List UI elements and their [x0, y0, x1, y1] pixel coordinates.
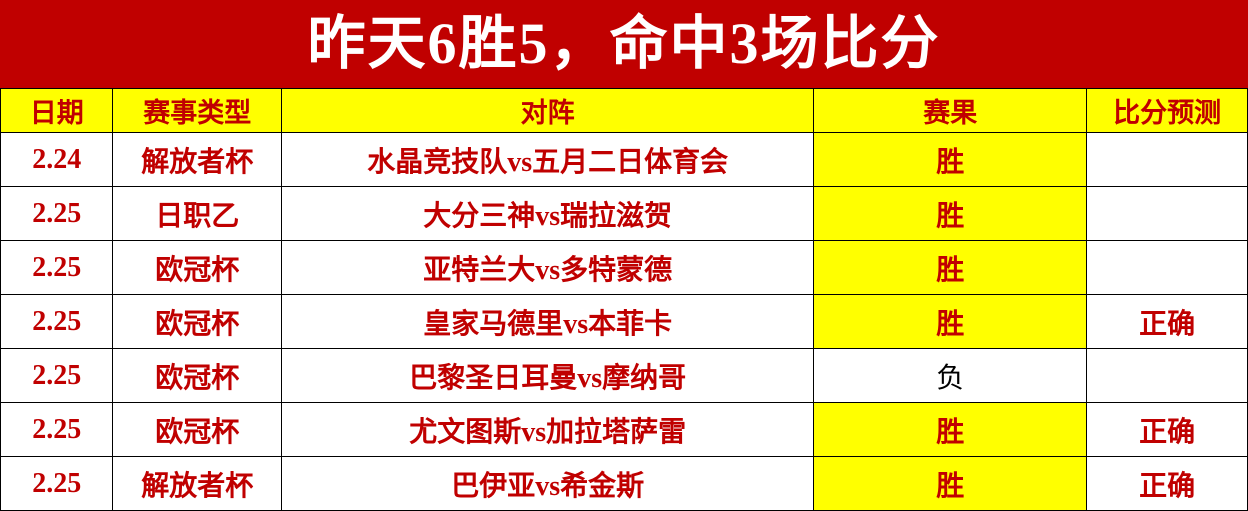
cell-result: 胜	[813, 402, 1088, 457]
cell-result: 胜	[813, 132, 1088, 187]
cell-prediction: 正确	[1086, 402, 1248, 457]
cell-date: 2.25	[0, 186, 114, 241]
table-header: 日期 赛事类型 对阵 赛果 比分预测	[0, 88, 1248, 133]
cell-match: 水晶竞技队vs五月二日体育会	[281, 132, 815, 187]
cell-result: 负	[813, 348, 1088, 403]
cell-prediction	[1086, 186, 1248, 241]
cell-type: 日职乙	[112, 186, 283, 241]
cell-match: 大分三神vs瑞拉滋贺	[281, 186, 815, 241]
column-header-prediction: 比分预测	[1086, 88, 1248, 133]
cell-result: 胜	[813, 294, 1088, 349]
table-row: 2.24 解放者杯 水晶竞技队vs五月二日体育会胜	[0, 132, 1248, 187]
cell-match: 亚特兰大vs多特蒙德	[281, 240, 815, 295]
table-row: 2.25 欧冠杯 尤文图斯vs加拉塔萨雷胜正确	[0, 402, 1248, 457]
title-banner: 昨天6胜5，命中3场比分	[0, 0, 1248, 88]
cell-result: 胜	[813, 240, 1088, 295]
cell-type: 欧冠杯	[112, 402, 283, 457]
table-row: 2.25 解放者杯 巴伊亚vs希金斯胜正确	[0, 456, 1248, 511]
cell-type: 解放者杯	[112, 456, 283, 511]
cell-date: 2.25	[0, 456, 114, 511]
cell-date: 2.25	[0, 294, 114, 349]
cell-date: 2.25	[0, 348, 114, 403]
cell-prediction: 正确	[1086, 294, 1248, 349]
cell-result: 胜	[813, 456, 1088, 511]
column-header-match: 对阵	[281, 88, 815, 133]
table-row: 2.25 欧冠杯 亚特兰大vs多特蒙德胜	[0, 240, 1248, 295]
cell-type: 欧冠杯	[112, 348, 283, 403]
cell-prediction: 正确	[1086, 456, 1248, 511]
table-row: 2.25 欧冠杯 皇家马德里vs本菲卡胜正确	[0, 294, 1248, 349]
cell-match: 巴伊亚vs希金斯	[281, 456, 815, 511]
page-title: 昨天6胜5，命中3场比分	[307, 11, 941, 76]
cell-date: 2.25	[0, 240, 114, 295]
cell-result: 胜	[813, 186, 1088, 241]
cell-match: 皇家马德里vs本菲卡	[281, 294, 815, 349]
table-body: 2.24 解放者杯 水晶竞技队vs五月二日体育会胜 2.25 日职乙 大分三神vs瑞拉滋贺…	[0, 132, 1248, 511]
cell-prediction	[1086, 132, 1248, 187]
cell-match: 尤文图斯vs加拉塔萨雷	[281, 402, 815, 457]
cell-prediction	[1086, 348, 1248, 403]
cell-match: 巴黎圣日耳曼vs摩纳哥	[281, 348, 815, 403]
header-row: 日期 赛事类型 对阵 赛果 比分预测	[0, 88, 1248, 133]
table-row: 2.25 日职乙 大分三神vs瑞拉滋贺胜	[0, 186, 1248, 241]
column-header-type: 赛事类型	[112, 88, 283, 133]
cell-type: 欧冠杯	[112, 240, 283, 295]
table-row: 2.25 欧冠杯 巴黎圣日耳曼vs摩纳哥负	[0, 348, 1248, 403]
column-header-result: 赛果	[813, 88, 1088, 133]
column-header-date: 日期	[0, 88, 114, 133]
cell-date: 2.24	[0, 132, 114, 187]
cell-type: 欧冠杯	[112, 294, 283, 349]
cell-prediction	[1086, 240, 1248, 295]
match-results-table: 日期 赛事类型 对阵 赛果 比分预测 2.24 解放者杯 水晶竞技队vs五月二日体育…	[0, 88, 1248, 511]
cell-date: 2.25	[0, 402, 114, 457]
cell-type: 解放者杯	[112, 132, 283, 187]
